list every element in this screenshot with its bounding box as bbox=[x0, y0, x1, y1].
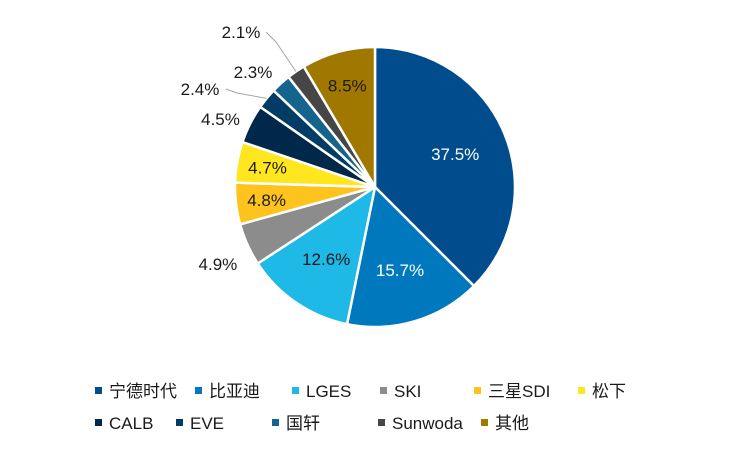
legend-item-item-9: 国轩 bbox=[272, 414, 320, 433]
pie-slice-lges bbox=[256, 185, 377, 326]
legend-label: CALB bbox=[109, 414, 153, 433]
legend-item-calb: CALB bbox=[95, 414, 153, 433]
legend-swatch bbox=[272, 419, 279, 426]
legend-item-item-11: 其他 bbox=[481, 414, 529, 433]
legend-item-item-1: 宁德时代 bbox=[95, 382, 177, 401]
pie-slice-item-1 bbox=[373, 45, 517, 288]
legend-swatch bbox=[378, 419, 385, 426]
legend-swatch bbox=[95, 387, 102, 394]
leader-line-eve bbox=[225, 88, 267, 99]
legend-swatch bbox=[176, 419, 183, 426]
legend-label: SKI bbox=[394, 382, 421, 401]
legend-swatch bbox=[474, 387, 481, 394]
legend-swatch bbox=[195, 387, 202, 394]
data-label-item-2: 15.7% bbox=[376, 261, 424, 280]
data-label-eve: 2.4% bbox=[181, 80, 220, 99]
leader-lines bbox=[225, 31, 297, 99]
legend: 宁德时代 比亚迪 LGES SKI 三星SDI 松下 CALB EVE 国轩 Sunwoda 其他 bbox=[95, 382, 626, 433]
data-label-sunwoda: 2.1% bbox=[222, 23, 261, 42]
pie-slices bbox=[233, 45, 517, 329]
legend-label: 三星SDI bbox=[488, 382, 550, 401]
data-label-lges: 12.6% bbox=[302, 250, 350, 269]
pie-slice-item-2 bbox=[345, 185, 476, 329]
legend-label: 比亚迪 bbox=[209, 382, 260, 401]
legend-item-item-6: 松下 bbox=[578, 382, 626, 401]
data-label-item-9: 2.3% bbox=[234, 63, 273, 82]
legend-swatch bbox=[292, 387, 299, 394]
legend-item-ski: SKI bbox=[380, 382, 421, 401]
data-label-item-6: 4.7% bbox=[248, 159, 287, 178]
legend-item-item-2: 比亚迪 bbox=[195, 382, 260, 401]
legend-item-sunwoda: Sunwoda bbox=[378, 414, 463, 433]
data-label-sdi: 4.8% bbox=[247, 191, 286, 210]
legend-label: 宁德时代 bbox=[109, 382, 177, 401]
data-label-item-1: 37.5% bbox=[431, 145, 479, 164]
legend-swatch bbox=[578, 387, 585, 394]
legend-label: Sunwoda bbox=[392, 414, 463, 433]
pie-slice-item-11 bbox=[302, 45, 377, 189]
legend-item-lges: LGES bbox=[292, 382, 351, 401]
leader-line-sunwoda bbox=[265, 31, 297, 72]
legend-label: 其他 bbox=[495, 414, 529, 433]
legend-swatch bbox=[380, 387, 387, 394]
legend-label: EVE bbox=[190, 414, 224, 433]
legend-label: 国轩 bbox=[286, 414, 320, 433]
data-label-item-11: 8.5% bbox=[328, 77, 367, 96]
legend-item-sdi: 三星SDI bbox=[474, 382, 550, 401]
data-label-ski: 4.9% bbox=[199, 255, 238, 274]
legend-swatch bbox=[481, 419, 488, 426]
legend-swatch bbox=[95, 419, 102, 426]
legend-label: 松下 bbox=[592, 382, 626, 401]
legend-item-eve: EVE bbox=[176, 414, 224, 433]
legend-label: LGES bbox=[306, 382, 351, 401]
data-label-calb: 4.5% bbox=[201, 110, 240, 129]
data-labels: 37.5% 15.7% 12.6% 4.9% 4.8% 4.7% 4.5% 2.4% 2.3% 2… bbox=[181, 23, 480, 280]
